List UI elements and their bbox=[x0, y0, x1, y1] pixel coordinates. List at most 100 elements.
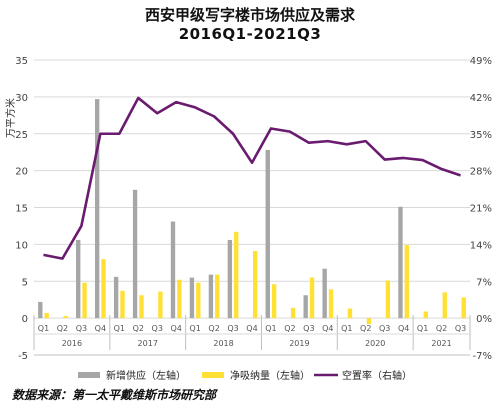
absorption-bar bbox=[234, 231, 239, 319]
x-tick-label: Q3 bbox=[303, 324, 314, 333]
x-tick-label: Q4 bbox=[95, 324, 106, 333]
absorption-bar bbox=[196, 282, 201, 319]
supply-bar bbox=[303, 295, 308, 319]
supply-bar bbox=[322, 268, 327, 319]
x-tick-label: Q4 bbox=[246, 324, 257, 333]
supply-bar bbox=[189, 277, 195, 319]
x-tick-label: Q2 bbox=[208, 324, 219, 333]
supply-bar bbox=[170, 221, 176, 319]
year-label: 2018 bbox=[213, 339, 233, 348]
supply-bar bbox=[132, 189, 138, 319]
y-axis-title: 万平方米 bbox=[4, 98, 17, 138]
y2-tick-label: 28% bbox=[470, 167, 492, 178]
absorption-bar bbox=[177, 279, 182, 319]
chart-subtitle: 2016Q1-2021Q3 bbox=[178, 25, 322, 43]
supply-bar bbox=[398, 206, 403, 319]
absorption-bar bbox=[215, 274, 220, 319]
x-tick-label: Q3 bbox=[379, 324, 390, 333]
y-tick-label: 35 bbox=[15, 56, 28, 67]
absorption-bar bbox=[347, 308, 353, 319]
absorption-bar bbox=[290, 307, 296, 319]
legend-label: 净吸纳量（左轴） bbox=[230, 369, 310, 382]
x-tick-label: Q1 bbox=[38, 324, 49, 333]
y-tick-label: 5 bbox=[22, 277, 28, 288]
y-tick-label: 20 bbox=[15, 167, 28, 178]
source-note: 数据来源：第一太平戴维斯市场研究部 bbox=[12, 388, 217, 402]
x-tick-label: Q2 bbox=[360, 324, 371, 333]
y-tick-label: 30 bbox=[15, 93, 28, 104]
y-tick-label: 25 bbox=[15, 130, 28, 141]
year-label: 2020 bbox=[365, 339, 385, 348]
legend-layer: 新增供应（左轴） 净吸纳量（左轴） 空置率（右轴） bbox=[78, 369, 412, 382]
chart-title: 西安甲级写字楼市场供应及需求 bbox=[144, 6, 355, 24]
y2-tick-label: 7% bbox=[476, 277, 492, 288]
x-tick-label: Q3 bbox=[227, 324, 238, 333]
absorption-bar bbox=[385, 280, 391, 319]
supply-bar bbox=[208, 274, 214, 319]
year-label: 2019 bbox=[289, 339, 309, 348]
y2-tick-label: 42% bbox=[470, 93, 492, 104]
y2-tick-label: 14% bbox=[470, 240, 492, 251]
bars-layer bbox=[38, 99, 466, 325]
x-tick-label: Q2 bbox=[436, 324, 447, 333]
x-tick-label: Q4 bbox=[398, 324, 409, 333]
x-tick-label: Q4 bbox=[322, 324, 333, 333]
x-tick-label: Q3 bbox=[76, 324, 87, 333]
x-tick-label: Q4 bbox=[170, 324, 181, 333]
supply-bar bbox=[76, 239, 81, 319]
x-tick-label: Q3 bbox=[152, 324, 163, 333]
y-tick-label: 15 bbox=[15, 204, 28, 215]
absorption-bar bbox=[82, 282, 87, 319]
x-tick-label: Q1 bbox=[341, 324, 352, 333]
x-tick-label: Q2 bbox=[284, 324, 295, 333]
absorption-bar bbox=[309, 277, 315, 319]
y2-tick-label: 35% bbox=[470, 130, 492, 141]
absorption-bar bbox=[328, 289, 334, 319]
x-tick-label: Q3 bbox=[455, 324, 466, 333]
absorption-bar bbox=[442, 292, 447, 319]
y2-tick-label: -7% bbox=[473, 351, 492, 362]
supply-bar bbox=[227, 239, 233, 319]
x-tick-label: Q1 bbox=[114, 324, 125, 333]
x-tick-label: Q1 bbox=[265, 324, 276, 333]
absorption-bar bbox=[101, 259, 106, 319]
absorption-bar bbox=[44, 312, 49, 319]
y-tick-label: -5 bbox=[18, 351, 28, 362]
supply-bar bbox=[265, 149, 270, 319]
absorption-bar bbox=[63, 315, 68, 319]
y2-tick-label: 21% bbox=[470, 204, 492, 215]
supply-bar bbox=[38, 301, 43, 319]
legend-swatch bbox=[78, 372, 100, 378]
absorption-bar bbox=[120, 290, 125, 319]
y-tick-label: 0 bbox=[22, 314, 28, 325]
line-layer bbox=[43, 96, 461, 260]
year-label: 2017 bbox=[138, 339, 158, 348]
grid-layer bbox=[34, 59, 470, 356]
legend-label: 空置率（右轴） bbox=[342, 369, 412, 382]
y2-tick-label: 0% bbox=[476, 314, 492, 325]
x-tick-label: Q1 bbox=[189, 324, 200, 333]
x-tick-label: Q2 bbox=[133, 324, 144, 333]
x-tick-label: Q1 bbox=[417, 324, 428, 333]
y2-tick-label: 49% bbox=[470, 56, 492, 67]
x-tick-label: Q2 bbox=[57, 324, 68, 333]
y-tick-label: 10 bbox=[15, 240, 28, 251]
absorption-bar bbox=[158, 291, 163, 319]
supply-bar bbox=[94, 99, 100, 319]
supply-bar bbox=[113, 276, 119, 319]
legend-label: 新增供应（左轴） bbox=[106, 369, 186, 382]
absorption-bar bbox=[139, 295, 144, 319]
legend-swatch bbox=[202, 372, 224, 378]
absorption-bar bbox=[404, 245, 410, 319]
vacancy-line bbox=[43, 96, 461, 260]
absorption-bar bbox=[253, 251, 258, 319]
year-label: 2016 bbox=[62, 339, 82, 348]
absorption-bar bbox=[271, 284, 277, 319]
year-label: 2021 bbox=[431, 339, 451, 348]
axis-layer: -5 0 5 10 15 20 25 30 35 -7% 0% 7% 14% 21% 28% 35% 42% 49… bbox=[4, 56, 492, 362]
absorption-bar bbox=[461, 297, 466, 319]
absorption-bar bbox=[423, 311, 428, 319]
absorption-bar bbox=[366, 318, 372, 325]
